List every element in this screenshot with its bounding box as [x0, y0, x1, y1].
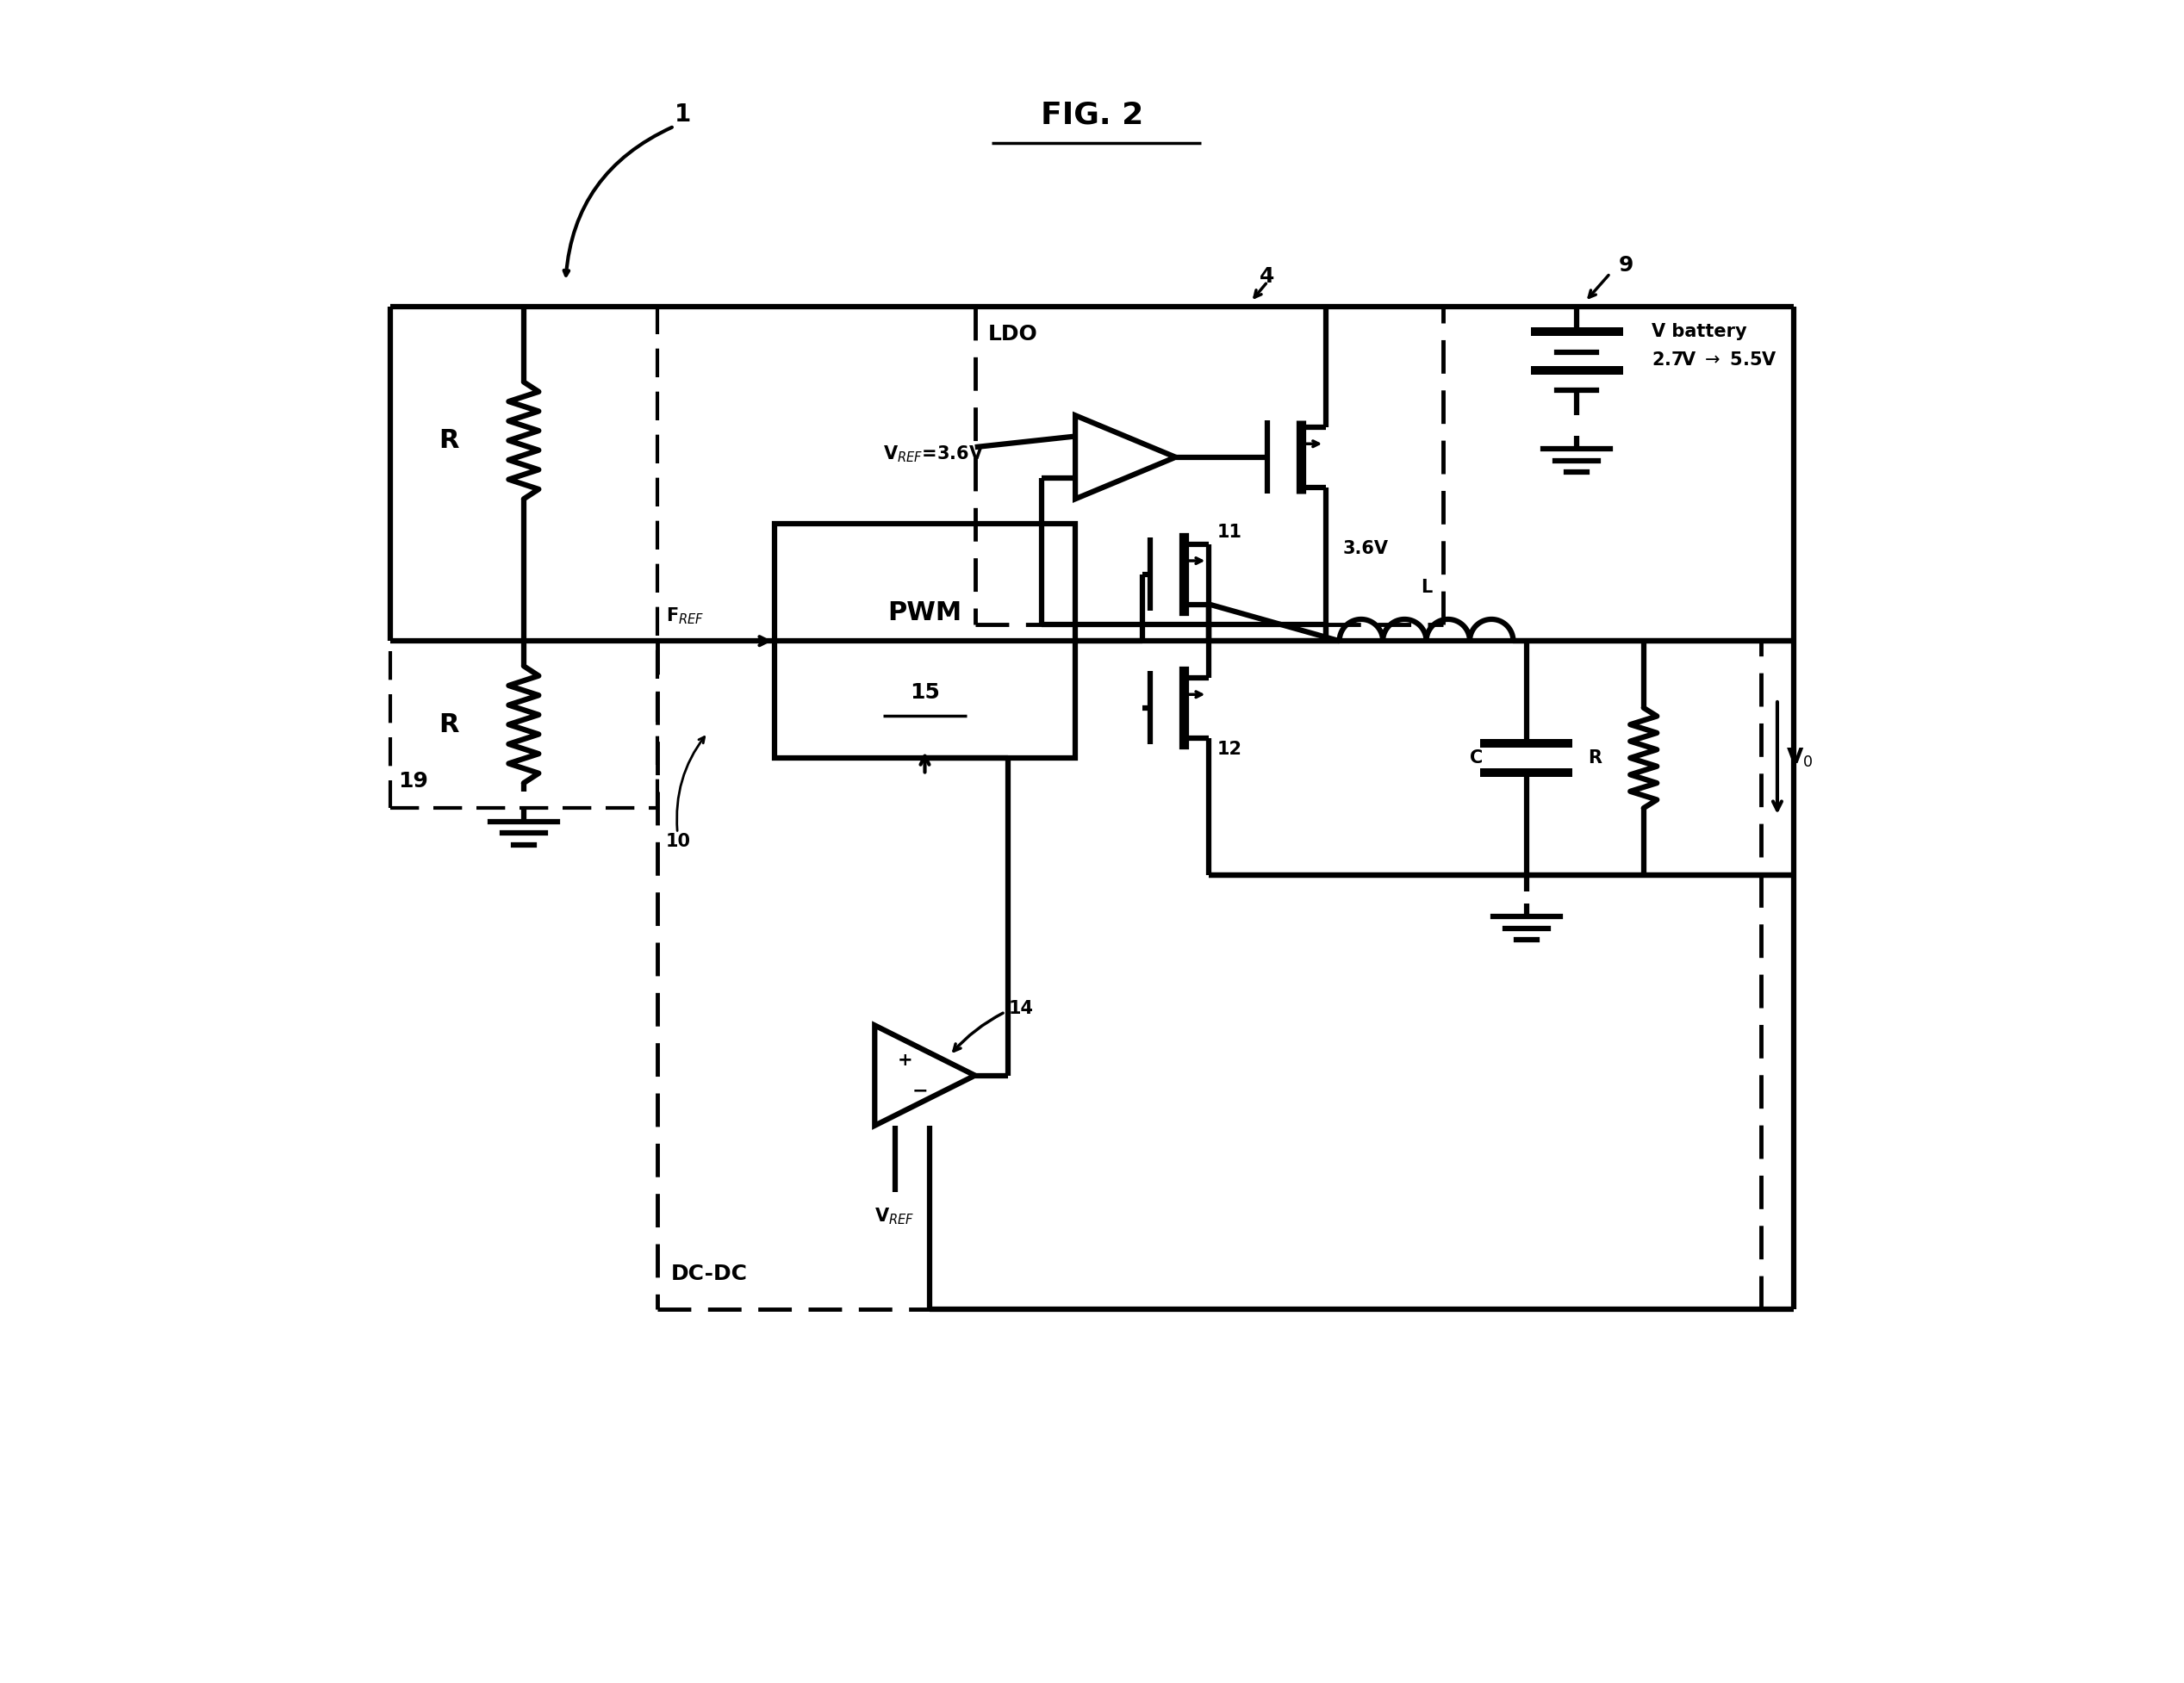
Text: C: C [1470, 749, 1483, 766]
Text: 4: 4 [1260, 266, 1273, 288]
Text: 11: 11 [1216, 523, 1243, 540]
Text: R: R [439, 712, 459, 737]
Text: F$_{REF}$: F$_{REF}$ [666, 606, 703, 626]
Text: 10: 10 [666, 833, 690, 850]
Text: 12: 12 [1216, 741, 1243, 759]
Text: R: R [439, 427, 459, 453]
Text: LDO: LDO [989, 323, 1037, 343]
Text: 2.7V $\rightarrow$ 5.5V: 2.7V $\rightarrow$ 5.5V [1651, 352, 1778, 369]
Text: −: − [911, 1082, 928, 1099]
Text: PWM: PWM [887, 601, 961, 626]
Text: R: R [1588, 749, 1601, 766]
Text: V$_{REF}$=3.6V: V$_{REF}$=3.6V [882, 444, 985, 465]
Text: DC-DC: DC-DC [670, 1264, 747, 1284]
Text: 19: 19 [397, 771, 428, 791]
Text: V battery: V battery [1651, 323, 1747, 340]
Bar [775, 523, 1075, 757]
Text: 3.6V: 3.6V [1343, 540, 1389, 557]
Text: L: L [1420, 579, 1433, 596]
Text: 14: 14 [1009, 1000, 1033, 1017]
Text: FIG. 2: FIG. 2 [1040, 99, 1144, 130]
Text: 9: 9 [1618, 254, 1634, 276]
Text: V$_0$: V$_0$ [1787, 747, 1813, 769]
Text: +: + [898, 1052, 913, 1069]
Text: V$_{REF}$: V$_{REF}$ [876, 1205, 915, 1227]
Text: 15: 15 [911, 682, 939, 703]
Text: 1: 1 [675, 103, 690, 126]
